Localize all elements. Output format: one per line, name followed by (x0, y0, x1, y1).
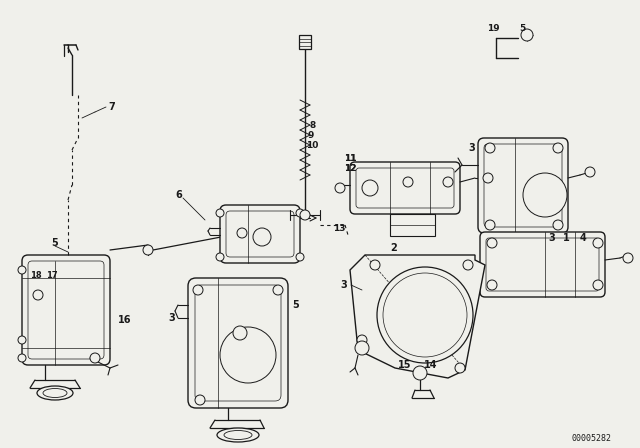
Circle shape (370, 260, 380, 270)
Text: 17: 17 (46, 271, 58, 280)
FancyBboxPatch shape (220, 205, 300, 263)
Circle shape (33, 290, 43, 300)
Circle shape (485, 220, 495, 230)
Text: 4: 4 (580, 233, 587, 243)
Circle shape (553, 220, 563, 230)
Circle shape (300, 210, 310, 220)
Text: 19: 19 (487, 23, 500, 33)
Circle shape (18, 336, 26, 344)
Text: 16: 16 (118, 315, 131, 325)
Circle shape (523, 173, 567, 217)
Circle shape (553, 143, 563, 153)
FancyBboxPatch shape (188, 278, 288, 408)
Circle shape (195, 395, 205, 405)
Bar (299, 35, 311, 49)
Text: 7: 7 (108, 102, 115, 112)
Circle shape (355, 341, 369, 355)
Circle shape (487, 280, 497, 290)
Text: 9: 9 (308, 130, 314, 139)
Text: 6: 6 (175, 190, 182, 200)
Polygon shape (350, 255, 485, 378)
Circle shape (362, 180, 378, 196)
Circle shape (296, 253, 304, 261)
FancyBboxPatch shape (22, 255, 110, 365)
Circle shape (357, 335, 367, 345)
Circle shape (253, 228, 271, 246)
Circle shape (237, 228, 247, 238)
Circle shape (335, 183, 345, 193)
Text: 11: 11 (344, 154, 356, 163)
Text: 3: 3 (548, 233, 555, 243)
Text: 12: 12 (344, 164, 356, 172)
Text: 14: 14 (424, 360, 438, 370)
Circle shape (143, 245, 153, 255)
Ellipse shape (37, 386, 73, 400)
Circle shape (455, 363, 465, 373)
Circle shape (593, 280, 603, 290)
Circle shape (18, 354, 26, 362)
Circle shape (18, 266, 26, 274)
Circle shape (216, 209, 224, 217)
Circle shape (403, 177, 413, 187)
FancyBboxPatch shape (478, 138, 568, 233)
Circle shape (521, 29, 533, 41)
Circle shape (413, 366, 427, 380)
Circle shape (585, 167, 595, 177)
Circle shape (623, 253, 633, 263)
FancyBboxPatch shape (350, 162, 460, 214)
Text: 5: 5 (519, 23, 525, 33)
Circle shape (593, 238, 603, 248)
Circle shape (193, 285, 203, 295)
Text: 3: 3 (168, 313, 175, 323)
Text: 8: 8 (310, 121, 316, 129)
Text: 3: 3 (340, 280, 347, 290)
Circle shape (233, 326, 247, 340)
Ellipse shape (43, 388, 67, 397)
Circle shape (463, 260, 473, 270)
Text: 2: 2 (390, 243, 397, 253)
Circle shape (273, 285, 283, 295)
Circle shape (443, 177, 453, 187)
Text: 00005282: 00005282 (572, 434, 612, 443)
Circle shape (90, 353, 100, 363)
Text: 12: 12 (344, 164, 356, 172)
Circle shape (216, 253, 224, 261)
Bar (390, 214, 435, 236)
Text: 11: 11 (344, 154, 356, 163)
Ellipse shape (224, 431, 252, 439)
Text: 3: 3 (468, 143, 475, 153)
Circle shape (377, 267, 473, 363)
Text: 1: 1 (563, 233, 570, 243)
Text: 5: 5 (52, 238, 58, 248)
FancyBboxPatch shape (480, 232, 605, 297)
Text: 10: 10 (306, 141, 318, 150)
Text: 5: 5 (292, 300, 299, 310)
Ellipse shape (217, 428, 259, 442)
Circle shape (296, 209, 304, 217)
Circle shape (487, 238, 497, 248)
Text: 18: 18 (30, 271, 42, 280)
Circle shape (220, 327, 276, 383)
Circle shape (485, 143, 495, 153)
Circle shape (483, 173, 493, 183)
Text: 15: 15 (398, 360, 412, 370)
Text: 13: 13 (333, 224, 346, 233)
